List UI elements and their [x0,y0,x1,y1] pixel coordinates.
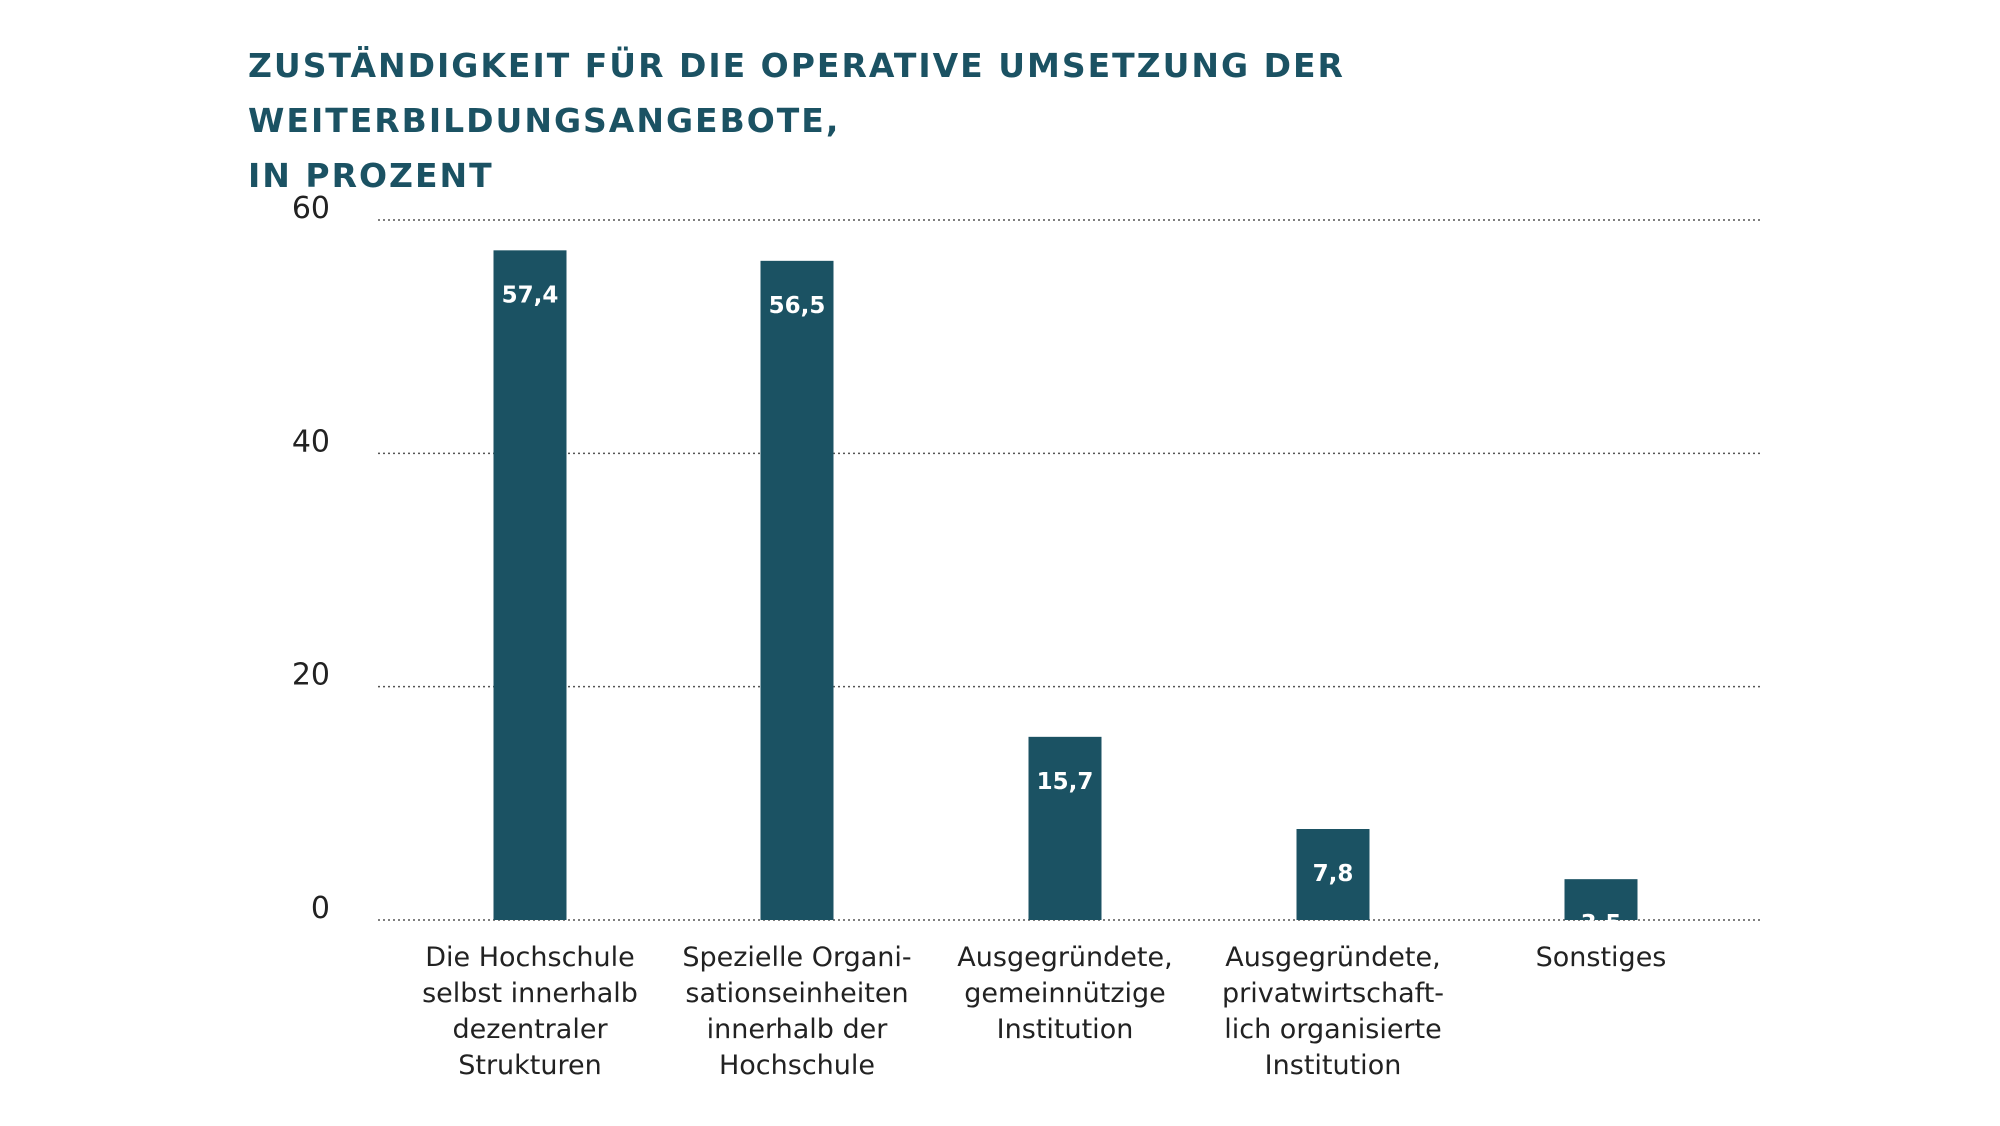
bar-value-label: 57,4 [502,282,559,308]
y-tick-label: 20 [292,658,330,693]
chart-title-line-1: Zuständigkeit für die operative Umsetzun… [248,46,1345,140]
x-category-label: Die Hochschule selbst innerhalb dezentra… [422,942,638,1081]
chart-title-line-2: in Prozent [248,156,494,195]
y-tick-label: 40 [292,424,330,459]
chart-title: Zuständigkeit für die operative Umsetzun… [248,38,1948,203]
gridlines [378,219,1760,921]
bar [1296,829,1370,920]
bar [493,250,567,921]
x-category-label: Sonstiges [1535,942,1667,973]
bar-value-label: 7,8 [1313,861,1354,887]
bar-value-label: 15,7 [1037,769,1094,795]
bar-value-label: 56,5 [769,293,826,319]
y-tick-label: 60 [292,191,330,226]
bar [760,260,834,920]
y-tick-label: 0 [311,891,330,926]
x-category-label: Spezielle Organi- sationseinheiten inner… [682,942,912,1081]
data-labels: 57,4 56,5 15,7 7,8 3,5 [502,282,1622,937]
bar [1564,879,1638,920]
y-axis-ticks: 0 20 40 60 [292,191,330,926]
bars [493,250,1638,921]
bar [1028,736,1102,920]
x-category-label: Ausgegründete, gemeinnützige Institution [957,942,1173,1045]
bar-value-label: 3,5 [1581,911,1622,937]
x-category-label: Ausgegründete, privatwirtschaft- lich or… [1221,942,1445,1081]
